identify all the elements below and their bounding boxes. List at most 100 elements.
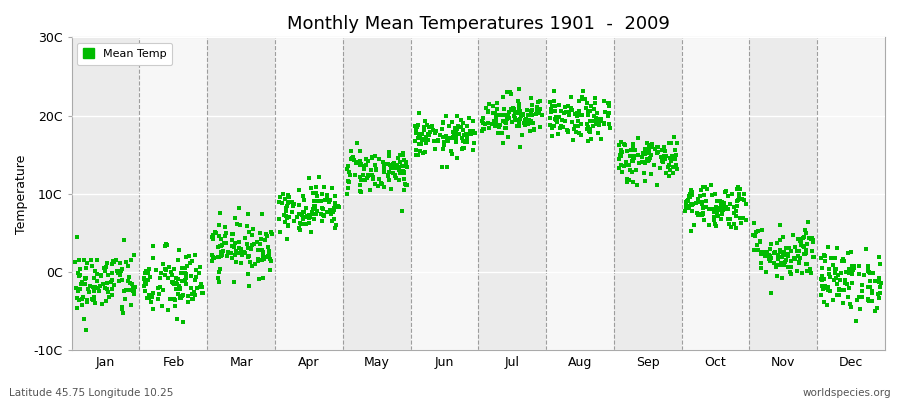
Point xyxy=(421,136,436,143)
Point xyxy=(98,267,112,274)
Point xyxy=(613,151,627,158)
Point xyxy=(825,296,840,303)
Point xyxy=(102,294,116,300)
Point xyxy=(763,258,778,265)
Point xyxy=(256,210,270,217)
Point xyxy=(455,119,470,126)
Point xyxy=(411,141,426,147)
Point xyxy=(275,191,290,198)
Point xyxy=(857,271,871,278)
Point xyxy=(873,284,887,290)
Point xyxy=(576,88,590,94)
Point xyxy=(95,281,110,288)
Point xyxy=(768,249,782,256)
Point xyxy=(245,262,259,269)
Point xyxy=(613,152,627,159)
Point xyxy=(780,251,795,258)
Point xyxy=(344,155,358,162)
Point xyxy=(178,280,193,287)
Point xyxy=(193,284,207,290)
Point xyxy=(225,236,239,243)
Point xyxy=(823,287,837,294)
Point xyxy=(93,283,107,289)
Point xyxy=(456,145,471,152)
Point xyxy=(663,158,678,164)
Point xyxy=(81,286,95,292)
Point xyxy=(772,249,787,255)
Point xyxy=(383,165,398,172)
Point xyxy=(431,137,446,143)
Point xyxy=(231,250,246,256)
Point xyxy=(282,214,296,220)
Point xyxy=(233,260,248,266)
Point xyxy=(237,249,251,256)
Point xyxy=(578,96,592,102)
Point xyxy=(511,118,526,125)
Point xyxy=(375,159,390,165)
Point xyxy=(256,250,270,257)
Point xyxy=(797,250,812,257)
Point xyxy=(78,281,93,287)
Point xyxy=(806,237,820,243)
Point xyxy=(495,94,509,100)
Point xyxy=(754,227,769,233)
Point xyxy=(796,235,811,241)
Point xyxy=(86,288,101,294)
Point xyxy=(568,111,582,117)
Point xyxy=(178,276,193,283)
Point xyxy=(186,289,201,296)
Point xyxy=(169,316,184,322)
Point xyxy=(830,245,844,252)
Point xyxy=(697,210,711,216)
Point xyxy=(713,198,727,204)
Point xyxy=(395,152,410,158)
Point xyxy=(138,270,152,276)
Point xyxy=(447,131,462,138)
Point xyxy=(647,162,662,168)
Point xyxy=(137,283,151,289)
Point xyxy=(320,209,334,216)
Point xyxy=(764,241,778,247)
Y-axis label: Temperature: Temperature xyxy=(15,154,28,234)
Point xyxy=(650,150,664,156)
Point xyxy=(94,272,108,278)
Point xyxy=(409,147,423,153)
Point xyxy=(299,213,313,220)
Point xyxy=(716,206,731,212)
Point xyxy=(446,130,461,137)
Point xyxy=(307,202,321,209)
Point xyxy=(662,139,676,146)
Point xyxy=(162,264,176,270)
Point xyxy=(758,252,772,259)
Point xyxy=(725,191,740,197)
Point xyxy=(392,158,407,165)
Point xyxy=(816,286,831,292)
Point xyxy=(618,158,633,165)
Point xyxy=(514,112,528,118)
Point xyxy=(346,156,360,162)
Point xyxy=(127,251,141,258)
Point xyxy=(314,211,328,218)
Point xyxy=(638,146,652,152)
Point xyxy=(185,296,200,302)
Point xyxy=(717,189,732,196)
Point xyxy=(173,286,187,292)
Point xyxy=(408,123,422,129)
Point xyxy=(584,103,598,110)
Point xyxy=(847,264,861,271)
Point xyxy=(290,214,304,220)
Point xyxy=(590,110,605,116)
Point xyxy=(581,108,596,115)
Point xyxy=(481,108,495,115)
Point xyxy=(309,190,323,196)
Point xyxy=(626,178,641,185)
Point xyxy=(467,139,482,146)
Point xyxy=(788,244,802,250)
Point xyxy=(256,249,271,255)
Point xyxy=(512,85,526,92)
Point xyxy=(126,285,140,292)
Point xyxy=(638,149,652,156)
Point xyxy=(412,130,427,137)
Point xyxy=(423,129,437,135)
Point xyxy=(842,265,856,272)
